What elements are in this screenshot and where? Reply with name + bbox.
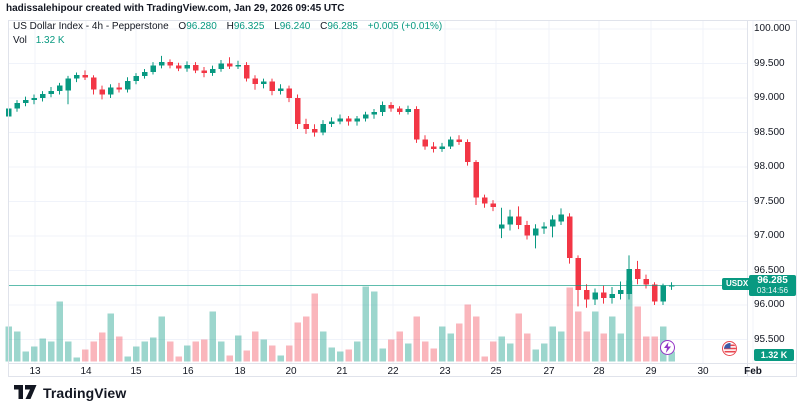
price-change: +0.005 (+0.01%) — [367, 21, 443, 32]
price-axis-tick: 96.000 — [754, 299, 785, 310]
time-axis-tick: 22 — [387, 366, 399, 377]
time-axis-tick: 21 — [336, 366, 348, 377]
low-label: L — [274, 21, 280, 32]
time-axis-month-tick: Feb — [744, 366, 762, 377]
close-value: 96.285 — [327, 21, 358, 32]
price-axis-tick: 100.000 — [754, 23, 791, 34]
open-label: O — [178, 21, 187, 32]
price-axis-tick: 99.500 — [754, 57, 785, 69]
time-axis[interactable]: 13 14 15 16 18 20 21 22 23 25 27 28 29 30 Feb — [8, 364, 797, 377]
time-axis-tick: 23 — [439, 366, 451, 377]
volume-label: Vol — [13, 35, 27, 46]
tradingview-logo-icon — [14, 385, 37, 399]
time-axis-separator — [8, 363, 797, 364]
tradingview-logo-text: TradingView — [43, 384, 127, 401]
price-axis[interactable]: 100.000 99.500 99.000 98.500 98.000 97.500 97.… — [748, 20, 797, 363]
price-axis-tick: 98.000 — [754, 161, 785, 172]
attribution-text: hadissalehipour created with TradingView… — [6, 3, 345, 14]
last-price-label: 96.285 03:14:56 — [749, 275, 796, 296]
high-value: 96.325 — [233, 21, 265, 32]
high-label: H — [226, 21, 234, 32]
time-axis-tick: 25 — [490, 366, 502, 377]
price-axis-tick: 95.500 — [754, 333, 785, 345]
us-flag-economic-event-icon[interactable] — [722, 341, 737, 356]
price-axis-tick: 98.500 — [754, 126, 785, 138]
volume-value: 1.32 K — [35, 35, 65, 46]
price-axis-tick: 96.500 — [754, 264, 785, 276]
close-label: C — [320, 21, 328, 32]
bar-countdown: 03:14:56 — [756, 286, 789, 295]
time-axis-tick: 28 — [593, 366, 605, 377]
time-axis-tick: 14 — [80, 366, 92, 377]
lightning-bolt-glyph — [664, 342, 671, 353]
legend-line-2: Vol 1.32 K — [13, 35, 442, 47]
open-value: 96.280 — [186, 21, 217, 32]
last-price-value: 96.285 — [757, 275, 788, 286]
time-axis-tick: 18 — [234, 366, 246, 377]
price-axis-tick: 97.500 — [754, 195, 785, 207]
time-axis-tick: 30 — [697, 366, 709, 377]
price-axis-separator — [747, 20, 748, 377]
time-axis-tick: 16 — [182, 366, 194, 377]
volume-axis-label: 1.32 K — [754, 349, 794, 361]
time-axis-tick: 20 — [285, 366, 297, 377]
price-axis-tick: 99.000 — [754, 92, 785, 103]
legend-line-1: US Dollar Index - 4h - Pepperstone O96.2… — [13, 21, 442, 33]
symbol-title[interactable]: US Dollar Index - 4h - Pepperstone — [13, 21, 169, 32]
time-axis-tick: 27 — [543, 366, 555, 377]
symbol-chip: USDX — [722, 278, 753, 290]
us-flag-glyph — [723, 342, 736, 355]
time-axis-tick: 13 — [29, 366, 41, 377]
price-axis-tick: 97.000 — [754, 230, 785, 241]
lightning-event-icon[interactable] — [660, 340, 675, 355]
tradingview-logo[interactable]: TradingView — [14, 384, 126, 401]
time-axis-tick: 29 — [645, 366, 657, 377]
time-axis-tick: 15 — [130, 366, 142, 377]
low-value: 96.240 — [279, 21, 311, 32]
symbol-legend[interactable]: US Dollar Index - 4h - Pepperstone O96.2… — [13, 21, 442, 47]
